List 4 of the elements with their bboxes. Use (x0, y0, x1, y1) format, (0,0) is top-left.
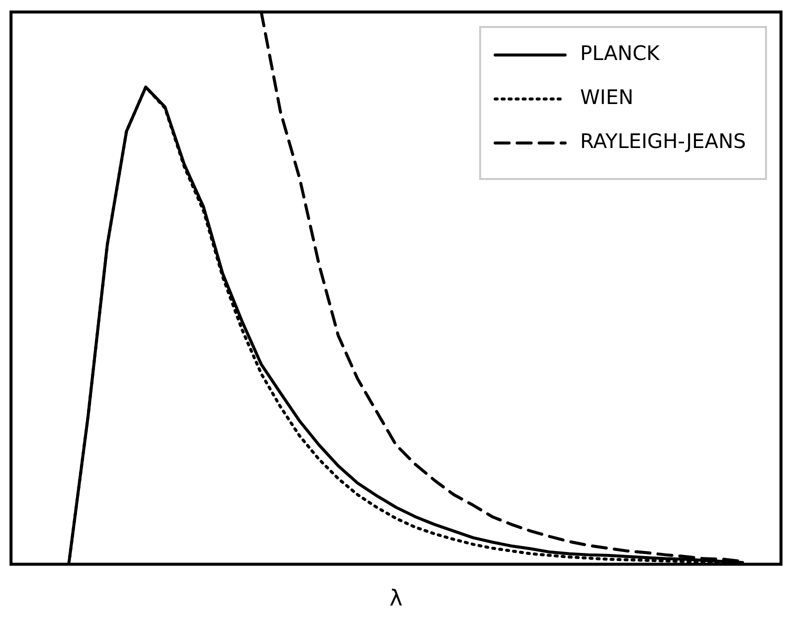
legend-label: RAYLEIGH-JEANS (580, 129, 746, 154)
legend-label: PLANCK (580, 41, 660, 66)
x-axis-title: λ (389, 586, 403, 612)
legend-label: WIEN (580, 85, 634, 110)
